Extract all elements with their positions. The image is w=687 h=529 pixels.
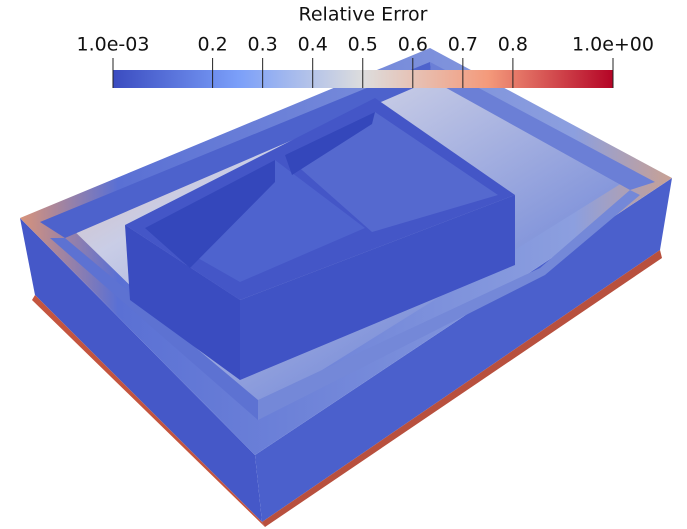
colorbar-tick-label: 0.8 — [498, 34, 528, 56]
model — [20, 48, 672, 527]
colorbar-tick-label: 0.2 — [197, 34, 227, 56]
colorbar-tick-label: 1.0e-03 — [77, 34, 150, 56]
colorbar-tick-label: 1.0e+00 — [572, 34, 654, 56]
colorbar-title: Relative Error — [299, 4, 428, 26]
colorbar-tick-label: 0.5 — [348, 34, 378, 56]
colorbar-tick-label: 0.6 — [398, 34, 428, 56]
colorbar-tick-label: 0.3 — [248, 34, 278, 56]
colorbar-tick-label: 0.7 — [448, 34, 478, 56]
colorbar-tick-label: 0.4 — [298, 34, 328, 56]
colorbar: Relative Error 1.0e-03 0.2 0.3 0.4 0.5 0.6 0.7… — [77, 4, 654, 89]
scene: Relative Error 1.0e-03 0.2 0.3 0.4 0.5 0.6 0.7… — [0, 0, 687, 529]
